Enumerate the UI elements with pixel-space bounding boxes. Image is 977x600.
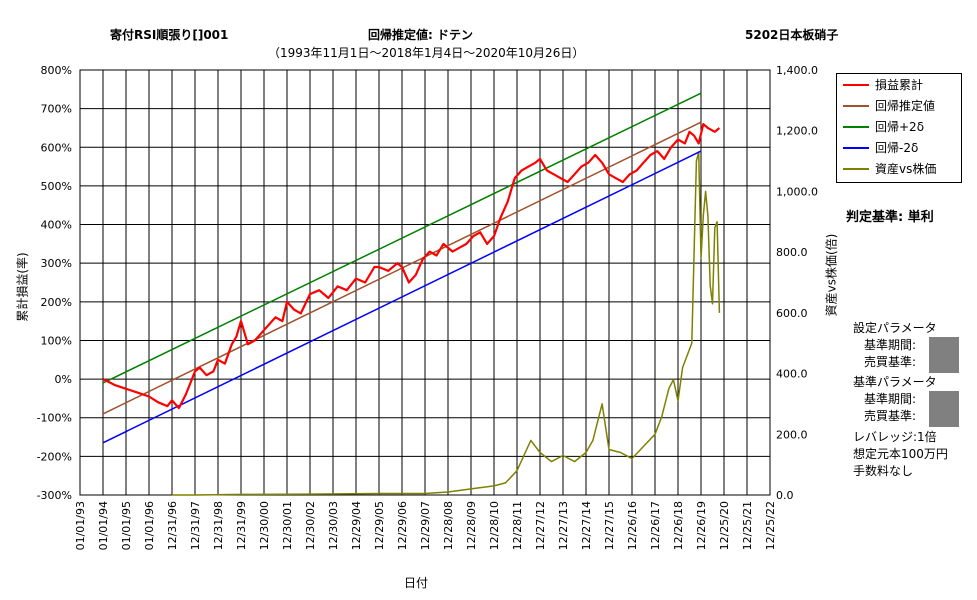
x-tick-label: 12/27/13 [557, 501, 570, 550]
x-tick-label: 12/27/15 [603, 501, 616, 550]
settings-buysell-label: 売買基準: [864, 355, 917, 369]
regression-mode-title: 回帰推定値: ドテン [368, 28, 473, 42]
x-tick-label: 12/29/07 [419, 501, 432, 550]
legend-swatch [843, 84, 869, 86]
settings-period-label: 基準期間: [864, 338, 917, 352]
y-left-tick-label: 200% [41, 296, 72, 309]
base-title: 基準パラメータ [853, 375, 937, 389]
x-tick-label: 12/27/12 [534, 501, 547, 550]
x-tick-label: 12/26/18 [672, 501, 685, 550]
legend-label: 損益累計 [875, 78, 924, 92]
x-tick-label: 12/29/04 [350, 501, 363, 550]
leverage-label: レバレッジ:1倍 [853, 430, 937, 444]
y-right-tick-label: 1,000.0 [776, 185, 818, 198]
legend-label: 回帰+2δ [875, 120, 925, 134]
stock-title: 5202日本板硝子 [745, 28, 839, 42]
base-period-label: 基準期間: [864, 392, 917, 406]
x-tick-label: 12/28/09 [465, 501, 478, 550]
y-left-tick-label: -300% [37, 489, 72, 502]
axes [79, 69, 771, 496]
legend-label: 資産vs株価 [875, 162, 937, 176]
x-tick-label: 01/01/95 [120, 501, 133, 550]
criterion-label: 判定基準: 単利 [846, 210, 934, 225]
x-tick-label: 12/30/01 [281, 501, 294, 550]
legend-item-lower-band: 回帰-2δ [837, 141, 961, 155]
y-axis-left-label: 累計損益(率) [15, 252, 30, 322]
capital-label: 想定元本100万円 [853, 447, 948, 461]
legend-item-asset-ratio: 資産vs株価 [837, 162, 961, 176]
x-tick-label: 12/25/22 [764, 501, 777, 550]
legend-swatch [843, 168, 869, 170]
x-tick-label: 12/31/96 [166, 501, 179, 550]
y-right-tick-label: 1,400.0 [776, 64, 818, 77]
y-axis-right-label: 資産vs株価(倍) [824, 233, 839, 317]
series [102, 92, 721, 496]
legend-swatch [843, 147, 869, 149]
y-right-tick-label: 0.0 [776, 489, 794, 502]
x-tick-label: 12/26/16 [626, 501, 639, 550]
x-tick-label: 12/25/20 [718, 501, 731, 550]
series-line-0 [102, 122, 721, 410]
y-left-tick-label: 500% [41, 180, 72, 193]
legend-label: 回帰推定値 [875, 99, 936, 113]
x-tick-label: 12/31/99 [235, 501, 248, 550]
strategy-title: 寄付RSI順張り[]001 [110, 28, 229, 42]
y-left-tick-label: 600% [41, 141, 72, 154]
settings-title: 設定パラメータ [853, 321, 937, 335]
fee-label: 手数料なし [853, 464, 914, 478]
y-right-tick-label: 400.0 [776, 368, 808, 381]
x-tick-label: 12/30/03 [327, 501, 340, 550]
series-line-2 [102, 92, 702, 384]
x-tick-label: 12/30/00 [258, 501, 271, 550]
legend-label: 回帰-2δ [875, 141, 919, 155]
x-tick-label: 12/26/17 [649, 501, 662, 550]
plot-frame [79, 69, 771, 496]
base-value-box [929, 391, 959, 427]
y-left-tick-label: 0% [55, 373, 72, 386]
y-left-tick-label: 800% [41, 64, 72, 77]
x-tick-label: 12/31/97 [189, 501, 202, 550]
legend-item-pnl: 損益累計 [837, 78, 961, 92]
x-tick-label: 12/31/98 [212, 501, 225, 550]
y-left-tick-label: 100% [41, 334, 72, 347]
x-tick-label: 12/27/14 [580, 501, 593, 550]
tick-labels: 800% 700% 600% 500% 400% 300% 200% 100% 0% -100% -… [37, 64, 818, 550]
x-tick-label: 01/01/96 [143, 501, 156, 550]
x-tick-label: 12/29/05 [373, 501, 386, 550]
settings-value-box [929, 337, 959, 373]
period-subtitle: （1993年11月1日～2018年1月4日～2020年10月26日） [268, 46, 585, 60]
legend-item-regression: 回帰推定値 [837, 99, 961, 113]
y-left-tick-label: 400% [41, 219, 72, 232]
x-tick-label: 12/29/06 [396, 501, 409, 550]
x-axis-label: 日付 [404, 576, 429, 590]
x-tick-label: 12/28/08 [442, 501, 455, 550]
y-left-tick-label: -100% [37, 412, 72, 425]
x-tick-label: 01/01/93 [74, 501, 87, 550]
y-right-tick-label: 600.0 [776, 307, 808, 320]
legend-item-upper-band: 回帰+2δ [837, 120, 961, 134]
x-tick-label: 12/28/11 [511, 501, 524, 550]
x-tick-label: 01/01/94 [97, 501, 110, 550]
y-left-tick-label: 300% [41, 257, 72, 270]
x-tick-label: 12/28/10 [488, 501, 501, 550]
y-right-tick-label: 1,200.0 [776, 125, 818, 138]
series-line-4 [172, 151, 721, 496]
legend-swatch [843, 126, 869, 128]
legend-swatch [843, 105, 869, 107]
y-right-tick-label: 800.0 [776, 246, 808, 259]
grid [79, 69, 771, 496]
x-tick-label: 12/26/19 [695, 501, 708, 550]
legend: 損益累計 回帰推定値 回帰+2δ 回帰-2δ 資産vs株価 [836, 73, 962, 183]
base-buysell-label: 売買基準: [864, 409, 917, 423]
series-line-3 [102, 150, 702, 444]
y-left-tick-label: -200% [37, 450, 72, 463]
y-left-tick-label: 700% [41, 103, 72, 116]
x-tick-label: 12/30/02 [304, 501, 317, 550]
y-right-tick-label: 200.0 [776, 428, 808, 441]
x-tick-label: 12/25/21 [741, 501, 754, 550]
